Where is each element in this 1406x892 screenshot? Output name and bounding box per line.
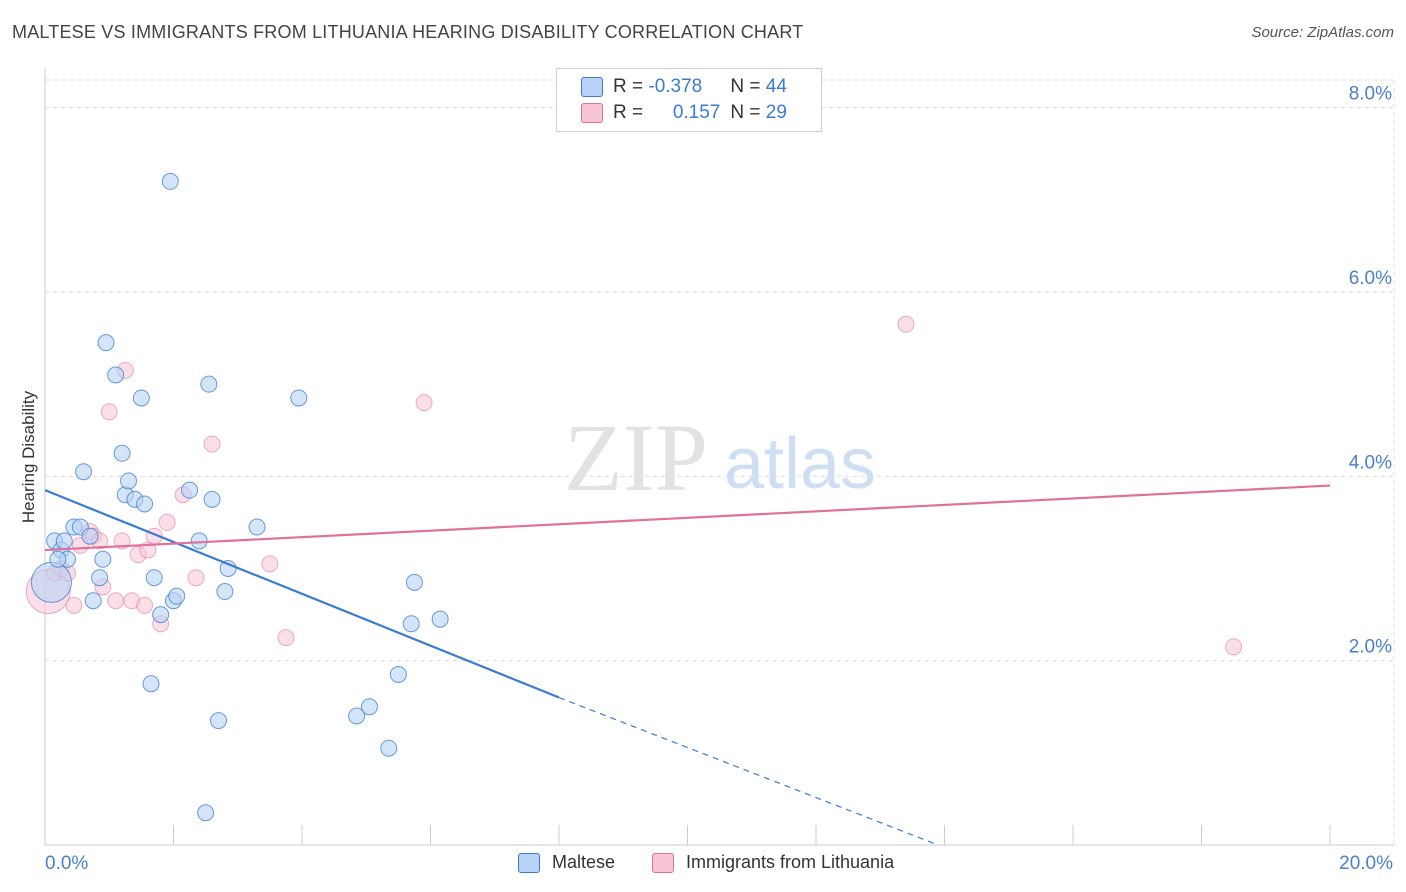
data-point-maltese xyxy=(290,389,308,407)
data-point-maltese xyxy=(200,375,218,393)
n-value: 44 xyxy=(765,76,787,97)
y-tick-label: 4.0% xyxy=(1349,452,1392,473)
series-maltese-points xyxy=(30,172,449,822)
data-point-maltese xyxy=(190,532,208,550)
y-tick-label: 2.0% xyxy=(1349,637,1392,658)
series-legend: Maltese Immigrants from Lithuania xyxy=(0,852,1406,878)
data-point-maltese xyxy=(30,561,72,603)
stats-row-maltese: R = -0.378 N = 44 xyxy=(581,75,787,99)
r-value: -0.378 xyxy=(648,76,703,97)
legend-item-maltese[interactable]: Maltese xyxy=(518,852,615,873)
data-point-lithuania xyxy=(100,403,118,421)
data-point-maltese xyxy=(145,569,163,587)
data-point-lithuania xyxy=(158,513,176,531)
watermark-zip: ZIP xyxy=(564,404,708,511)
data-point-lithuania xyxy=(277,629,295,647)
data-point-maltese xyxy=(120,472,138,490)
data-point-maltese xyxy=(75,463,93,481)
data-point-maltese xyxy=(431,610,449,628)
axes xyxy=(44,68,1394,846)
stats-legend: R = -0.378 N = 44 R = 0.157 N = 29 xyxy=(556,68,822,132)
watermark: ZIP atlas xyxy=(564,404,876,511)
watermark-atlas: atlas xyxy=(724,424,876,504)
data-point-lithuania xyxy=(136,596,154,614)
chart-title: MALTESE VS IMMIGRANTS FROM LITHUANIA HEA… xyxy=(12,22,804,42)
source-label: Source: ZipAtlas.com xyxy=(1251,24,1394,41)
legend-swatch-lithuania xyxy=(652,852,674,873)
data-point-maltese xyxy=(161,172,179,190)
data-point-maltese xyxy=(107,366,125,384)
data-point-maltese xyxy=(49,550,67,568)
y-tick-label: 6.0% xyxy=(1349,268,1392,289)
legend-label-lithuania: Immigrants from Lithuania xyxy=(686,852,895,872)
legend-swatch-blue xyxy=(581,77,603,97)
y-axis-label: Hearing Disability xyxy=(19,390,38,523)
data-point-lithuania xyxy=(187,569,205,587)
data-point-maltese xyxy=(168,587,186,605)
data-point-maltese xyxy=(55,532,73,550)
legend-item-lithuania[interactable]: Immigrants from Lithuania xyxy=(652,852,894,873)
legend-swatch-maltese xyxy=(518,852,540,873)
data-point-maltese xyxy=(360,698,378,716)
data-point-maltese xyxy=(81,527,99,545)
stats-row-lithuania: R = 0.157 N = 29 xyxy=(581,101,787,125)
data-point-maltese xyxy=(84,592,102,610)
data-point-lithuania xyxy=(107,592,125,610)
data-point-maltese xyxy=(113,444,131,462)
data-point-lithuania xyxy=(65,596,83,614)
data-point-maltese xyxy=(380,739,398,757)
tick-labels: 2.0% 4.0% 6.0% 8.0% 0.0% 20.0% xyxy=(45,84,1393,874)
x-tick-label: 20.0% xyxy=(1339,853,1393,874)
trend-line-maltese-extension xyxy=(558,696,939,846)
data-point-maltese xyxy=(152,606,170,624)
n-label: N = xyxy=(730,102,766,123)
trend-lines xyxy=(44,484,1331,846)
data-point-maltese xyxy=(348,707,366,725)
data-point-lithuania xyxy=(897,315,915,333)
trend-line-maltese xyxy=(44,489,560,699)
data-point-maltese xyxy=(203,490,221,508)
r-value: 0.157 xyxy=(672,102,721,123)
data-point-lithuania xyxy=(415,394,433,412)
data-point-maltese xyxy=(402,615,420,633)
data-point-lithuania xyxy=(1225,638,1243,656)
legend-swatch-pink xyxy=(581,103,603,123)
data-point-maltese xyxy=(91,569,109,587)
data-point-maltese xyxy=(405,573,423,591)
grid-lines xyxy=(45,79,1395,845)
data-point-maltese xyxy=(216,583,234,601)
data-point-maltese xyxy=(142,675,160,693)
data-point-lithuania xyxy=(261,555,279,573)
data-point-maltese xyxy=(132,389,150,407)
data-point-maltese xyxy=(97,334,115,352)
trend-line-lithuania xyxy=(44,484,1331,552)
data-point-lithuania xyxy=(113,532,131,550)
legend-label-maltese: Maltese xyxy=(552,852,616,872)
r-label: R = xyxy=(613,76,649,97)
data-point-maltese xyxy=(389,665,407,683)
data-point-lithuania xyxy=(203,435,221,453)
data-point-maltese xyxy=(94,550,112,568)
y-tick-label: 8.0% xyxy=(1349,84,1392,105)
n-value: 29 xyxy=(765,102,787,123)
data-point-maltese xyxy=(136,495,154,513)
n-label: N = xyxy=(730,76,766,97)
data-point-maltese xyxy=(209,712,227,730)
data-point-maltese xyxy=(248,518,266,536)
data-point-maltese xyxy=(197,804,215,822)
data-point-maltese xyxy=(181,481,199,499)
x-tick-label: 0.0% xyxy=(45,853,88,874)
r-label: R = xyxy=(613,102,649,123)
